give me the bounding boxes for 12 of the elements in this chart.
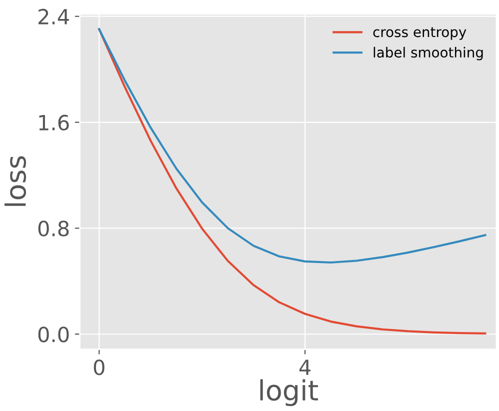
y-tick-label: 0.8 [38,220,69,236]
x-tick-label: 4 [299,360,310,375]
y-tick-label: 0.0 [38,326,69,342]
x-axis-title: logit [260,379,318,406]
y-axis-title: loss [4,156,26,206]
legend-label: label smoothing [374,46,483,60]
x-tick-label: 0 [94,359,104,376]
y-tick-label: 2.4 [38,8,69,24]
y-tick-label: 1.6 [39,114,69,130]
line-series [98,28,486,335]
line-series [98,28,486,264]
legend-label: cross entropy [373,27,466,40]
